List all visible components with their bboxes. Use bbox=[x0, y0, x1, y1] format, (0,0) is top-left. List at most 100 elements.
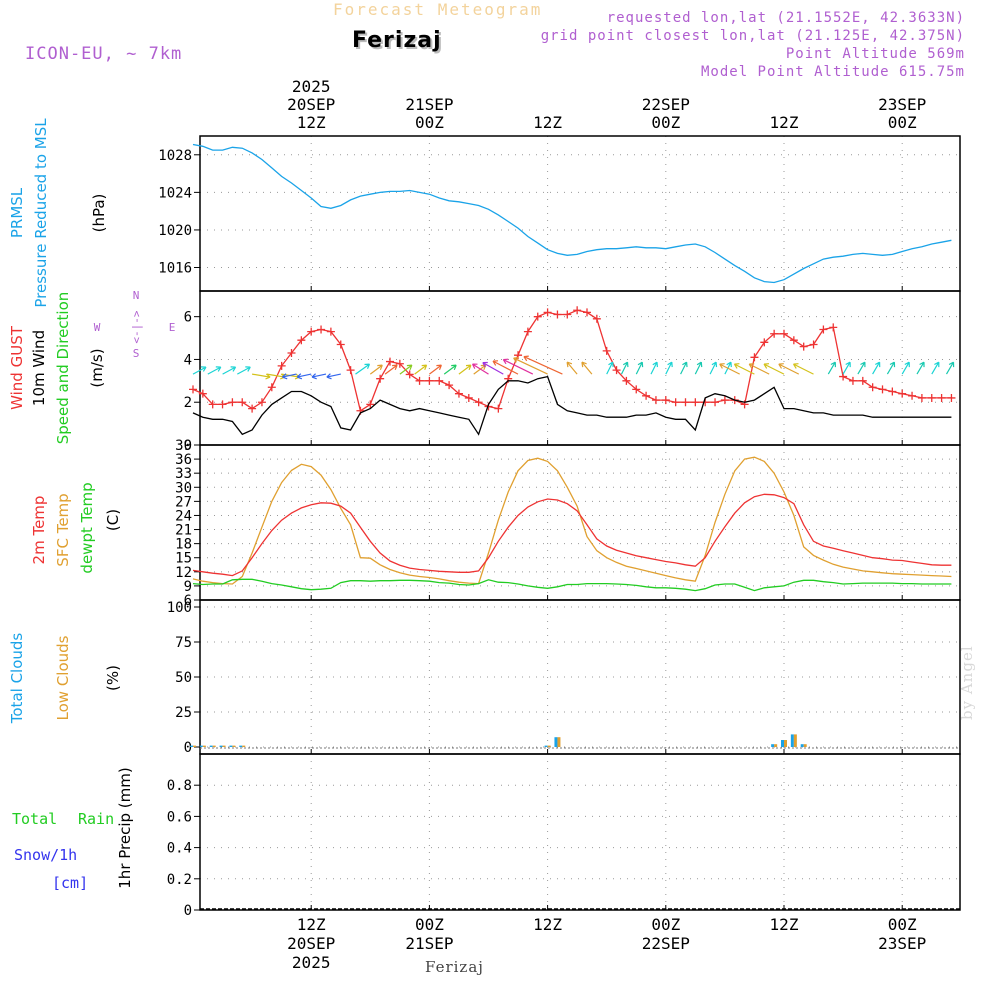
time-label-top: 23SEP bbox=[878, 95, 926, 114]
gust-marker bbox=[642, 391, 651, 400]
wind-arrow bbox=[763, 363, 785, 375]
gust-markers bbox=[189, 306, 956, 415]
gust-marker bbox=[336, 340, 345, 349]
gust-marker bbox=[681, 398, 690, 407]
product-title: Forecast Meteogram bbox=[333, 0, 543, 19]
panel-0-group: 1016 1020 1024 1028 bbox=[158, 135, 961, 292]
wind-arrow bbox=[665, 361, 673, 375]
wind-arrow bbox=[635, 361, 644, 375]
gust-marker bbox=[819, 325, 828, 334]
gust-marker bbox=[386, 357, 394, 366]
gust-marker bbox=[474, 398, 483, 407]
gust-marker bbox=[799, 342, 808, 351]
low-cloud-bar bbox=[547, 745, 551, 747]
wind-arrow bbox=[207, 366, 222, 375]
gust-marker bbox=[563, 310, 572, 319]
gust-marker bbox=[661, 396, 670, 405]
gust-marker bbox=[947, 393, 956, 402]
gust-marker bbox=[632, 385, 641, 394]
gust-marker bbox=[267, 383, 276, 392]
wind-arrow bbox=[399, 364, 413, 375]
wind-arrow bbox=[931, 361, 940, 375]
gust-marker bbox=[297, 336, 306, 345]
gust-marker bbox=[238, 398, 247, 407]
y-tick-label: 1028 bbox=[158, 148, 192, 164]
wind-arrow bbox=[414, 364, 428, 375]
gust-marker bbox=[592, 314, 601, 323]
time-label-top: 12Z bbox=[297, 113, 326, 132]
time-label-bottom: 00Z bbox=[888, 915, 917, 934]
wind-arrow bbox=[827, 361, 836, 375]
point-altitude: Point Altitude 569m bbox=[785, 46, 965, 62]
gust-marker bbox=[720, 396, 729, 405]
pressure-line bbox=[192, 143, 952, 284]
gust-marker bbox=[248, 404, 257, 413]
time-label-top: 00Z bbox=[651, 113, 680, 132]
y-tick-label: 100 bbox=[167, 600, 192, 616]
total-cloud-bar bbox=[554, 737, 558, 747]
gust-marker bbox=[218, 400, 227, 409]
time-label-bottom: 00Z bbox=[415, 915, 444, 934]
y-tick-label: 6 bbox=[184, 310, 192, 326]
gust-marker bbox=[888, 387, 897, 396]
time-label-bottom: 2025 bbox=[292, 953, 331, 972]
wind-arrow bbox=[792, 363, 814, 375]
gust-marker bbox=[494, 404, 503, 413]
y-tick-label: 30 bbox=[175, 480, 192, 496]
wind-arrow bbox=[471, 363, 489, 375]
gust-marker bbox=[651, 396, 660, 405]
wind-arrow bbox=[523, 355, 563, 375]
2m-temp-label: 2m Temp bbox=[30, 496, 48, 565]
wind-arrow bbox=[384, 364, 398, 375]
low-cloud-bar bbox=[212, 745, 216, 747]
time-label-bottom: 23SEP bbox=[878, 934, 926, 953]
y-tick-label: 18 bbox=[175, 537, 192, 553]
total-cloud-bar bbox=[790, 734, 794, 747]
panel-frame bbox=[199, 135, 961, 292]
y-tick-label: 39 bbox=[175, 438, 192, 454]
model-label: ICON-EU, ~ 7km bbox=[25, 44, 183, 64]
gust-marker bbox=[317, 325, 326, 334]
wind-gust-label: Wind GUST bbox=[8, 325, 26, 410]
y-tick-label: 75 bbox=[175, 635, 192, 651]
y-tick-label: 1020 bbox=[158, 223, 192, 239]
gust-marker bbox=[750, 353, 759, 362]
y-tick-label: 4 bbox=[184, 352, 192, 368]
prmsl-label: PRMSL bbox=[8, 187, 26, 238]
gust-marker bbox=[770, 329, 779, 338]
y-tick-label: 0.6 bbox=[167, 809, 192, 825]
wind-arrow bbox=[566, 361, 578, 375]
cloud-bars bbox=[190, 734, 960, 749]
compass-west: W bbox=[94, 321, 101, 334]
gust-marker bbox=[691, 398, 700, 407]
gust-marker bbox=[445, 381, 454, 390]
total-cloud-bar bbox=[239, 745, 243, 747]
time-label-bottom: 22SEP bbox=[642, 934, 690, 953]
gust-marker bbox=[376, 374, 385, 383]
time-label-top: 2025 bbox=[292, 77, 331, 96]
wind-arrow bbox=[709, 361, 718, 375]
y-tick-label: 0 bbox=[184, 903, 192, 919]
gust-marker bbox=[622, 376, 631, 385]
panel-4-group: 0 0.2 0.4 0.6 0.8 bbox=[167, 753, 961, 919]
low-clouds-label: Low Clouds bbox=[54, 635, 72, 720]
wind-arrow bbox=[748, 363, 770, 375]
low-cloud-bar bbox=[193, 745, 196, 747]
temp-unit-label: (C) bbox=[104, 509, 122, 531]
y-tick-label: 21 bbox=[175, 523, 192, 539]
gust-marker bbox=[326, 327, 335, 336]
time-label-top: 20SEP bbox=[287, 95, 335, 114]
gust-marker bbox=[809, 340, 818, 349]
wind-arrow bbox=[355, 363, 371, 375]
gust-line bbox=[192, 309, 952, 412]
wind-arrow bbox=[222, 366, 237, 375]
y-tick-label: 1016 bbox=[158, 261, 192, 277]
gust-marker bbox=[898, 389, 907, 398]
gust-marker bbox=[858, 376, 867, 385]
gust-marker bbox=[533, 312, 542, 321]
time-label-bottom: 12Z bbox=[297, 915, 326, 934]
gust-marker bbox=[287, 349, 296, 358]
wind-arrow bbox=[680, 361, 688, 375]
requested-coords: requested lon,lat (21.1552E, 42.3633N) bbox=[606, 10, 965, 26]
time-label-top: 21SEP bbox=[405, 95, 453, 114]
